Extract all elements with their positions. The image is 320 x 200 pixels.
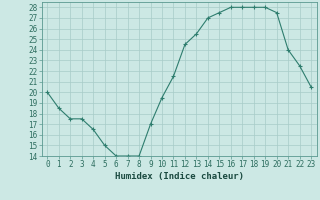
X-axis label: Humidex (Indice chaleur): Humidex (Indice chaleur): [115, 172, 244, 181]
